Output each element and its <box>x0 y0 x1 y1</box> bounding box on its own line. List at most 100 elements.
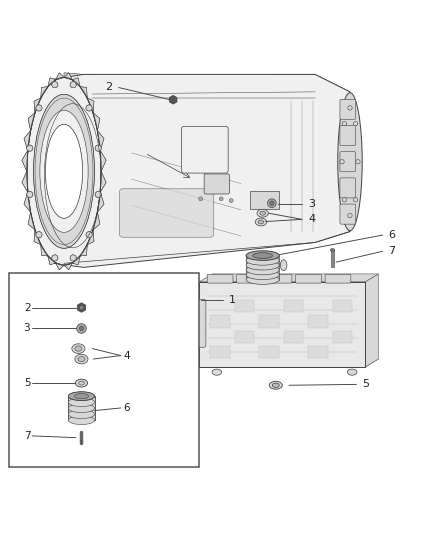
FancyBboxPatch shape <box>325 274 351 283</box>
Polygon shape <box>100 150 106 171</box>
Circle shape <box>95 191 101 198</box>
Circle shape <box>52 82 58 88</box>
Circle shape <box>229 199 233 203</box>
Bar <box>284 300 303 312</box>
FancyBboxPatch shape <box>250 190 279 209</box>
Circle shape <box>340 159 344 164</box>
Polygon shape <box>80 87 87 98</box>
Circle shape <box>342 122 346 126</box>
Polygon shape <box>97 192 104 212</box>
Bar <box>331 250 334 268</box>
Polygon shape <box>24 192 31 212</box>
Polygon shape <box>22 171 28 192</box>
Circle shape <box>348 106 352 110</box>
Polygon shape <box>22 150 28 171</box>
Text: 4: 4 <box>308 214 315 224</box>
Ellipse shape <box>272 383 279 387</box>
Circle shape <box>356 159 360 164</box>
FancyBboxPatch shape <box>266 274 292 283</box>
Text: 7: 7 <box>24 431 30 441</box>
Polygon shape <box>28 212 35 230</box>
Polygon shape <box>93 212 100 230</box>
Circle shape <box>79 305 84 310</box>
Text: 2: 2 <box>24 303 30 312</box>
Polygon shape <box>24 192 31 212</box>
Polygon shape <box>100 171 106 192</box>
Ellipse shape <box>68 404 95 413</box>
Ellipse shape <box>258 220 264 224</box>
Polygon shape <box>41 87 48 98</box>
Circle shape <box>52 82 58 88</box>
Bar <box>235 330 254 343</box>
Polygon shape <box>72 78 80 87</box>
Ellipse shape <box>40 110 88 232</box>
Ellipse shape <box>74 393 88 399</box>
Polygon shape <box>100 171 106 192</box>
Ellipse shape <box>79 381 84 385</box>
Polygon shape <box>28 212 35 230</box>
Bar <box>210 316 230 328</box>
Circle shape <box>77 324 86 333</box>
Polygon shape <box>22 150 28 171</box>
Circle shape <box>342 198 346 202</box>
Text: 3: 3 <box>308 199 315 208</box>
Circle shape <box>86 105 92 111</box>
Polygon shape <box>72 78 80 87</box>
Ellipse shape <box>46 124 82 218</box>
Polygon shape <box>28 113 35 131</box>
Polygon shape <box>68 396 95 420</box>
FancyBboxPatch shape <box>340 99 356 119</box>
Ellipse shape <box>246 256 279 265</box>
Ellipse shape <box>75 354 88 364</box>
Circle shape <box>219 197 223 201</box>
FancyBboxPatch shape <box>237 274 262 283</box>
Polygon shape <box>72 256 80 265</box>
Text: 2: 2 <box>105 83 112 93</box>
Polygon shape <box>246 256 279 280</box>
Polygon shape <box>56 263 64 270</box>
Polygon shape <box>48 78 56 87</box>
Text: 5: 5 <box>362 379 369 390</box>
Ellipse shape <box>27 77 101 265</box>
Polygon shape <box>170 95 177 104</box>
Ellipse shape <box>34 94 95 248</box>
Polygon shape <box>87 98 94 113</box>
Polygon shape <box>93 212 100 230</box>
Circle shape <box>27 191 33 198</box>
Polygon shape <box>48 256 56 265</box>
Polygon shape <box>22 171 28 192</box>
Circle shape <box>27 191 33 198</box>
Ellipse shape <box>46 124 82 218</box>
Circle shape <box>268 199 276 207</box>
Ellipse shape <box>347 369 357 375</box>
Bar <box>332 330 352 343</box>
Circle shape <box>86 105 92 111</box>
FancyBboxPatch shape <box>204 174 230 194</box>
Polygon shape <box>34 230 41 245</box>
Ellipse shape <box>75 346 82 351</box>
FancyBboxPatch shape <box>181 126 228 173</box>
Circle shape <box>36 105 42 111</box>
Polygon shape <box>87 230 94 245</box>
Circle shape <box>79 326 84 330</box>
Polygon shape <box>93 113 100 131</box>
FancyBboxPatch shape <box>207 274 233 283</box>
Polygon shape <box>34 98 41 113</box>
FancyBboxPatch shape <box>340 204 356 224</box>
Circle shape <box>36 232 42 238</box>
Text: 6: 6 <box>123 403 130 413</box>
Ellipse shape <box>68 416 95 425</box>
Circle shape <box>270 201 274 205</box>
Polygon shape <box>64 263 72 270</box>
Bar <box>259 316 279 328</box>
Bar <box>332 300 352 312</box>
Circle shape <box>36 105 42 111</box>
Bar <box>308 316 328 328</box>
Polygon shape <box>24 131 31 150</box>
Ellipse shape <box>27 77 101 265</box>
Polygon shape <box>34 230 41 245</box>
Ellipse shape <box>78 357 85 362</box>
Polygon shape <box>64 73 72 80</box>
Polygon shape <box>64 73 72 80</box>
Bar <box>308 346 328 358</box>
